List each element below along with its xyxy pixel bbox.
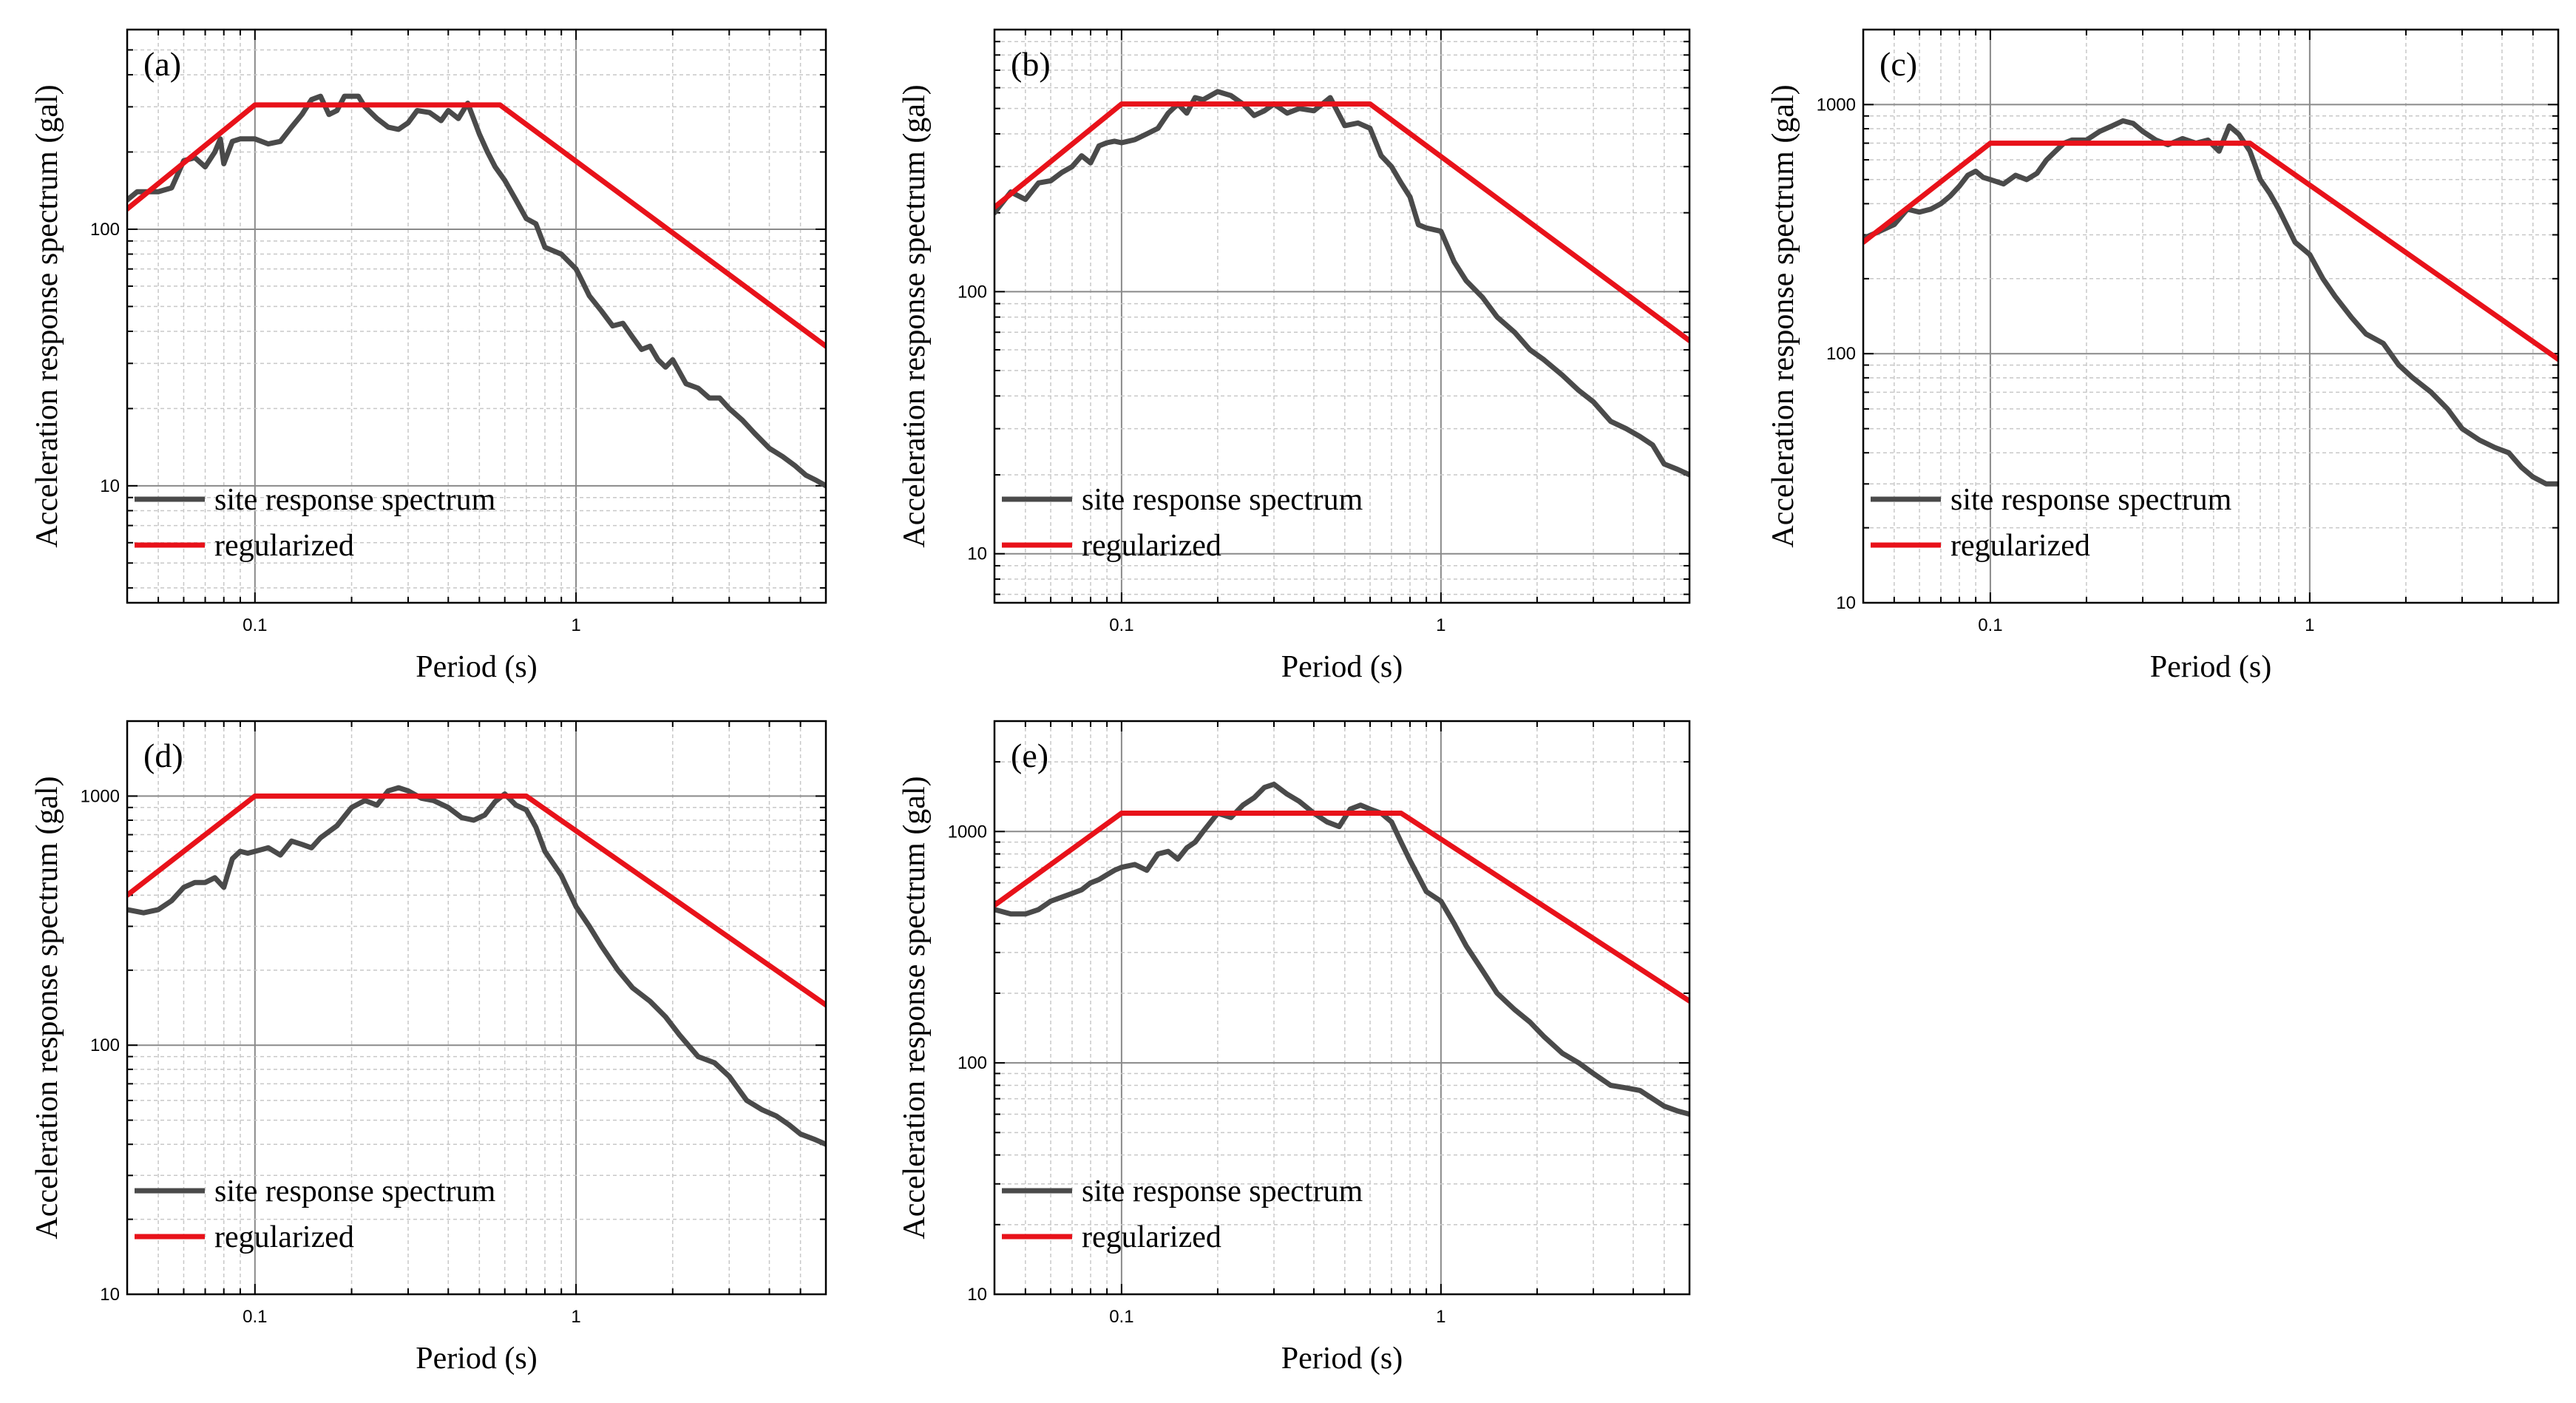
legend-label: regularized — [1082, 529, 1221, 563]
series-line-site-response-spectrum — [127, 93, 826, 489]
series-line-site-response-spectrum — [127, 785, 826, 1147]
y-tick-label: 10 — [100, 476, 120, 496]
x-tick-label: 0.1 — [1109, 1307, 1133, 1327]
y-tick-label: 100 — [1826, 344, 1856, 364]
y-tick-label: 1000 — [948, 822, 987, 842]
series-line-site-response-spectrum — [994, 89, 1689, 478]
plot-frame — [993, 28, 1691, 604]
x-axis-label: Period (s) — [416, 650, 537, 684]
plot-frame — [126, 28, 827, 604]
legend-label: site response spectrum — [1950, 483, 2232, 517]
legend-label: regularized — [1082, 1220, 1221, 1254]
x-tick-label: 0.1 — [1978, 615, 2002, 635]
legend: site response spectrum regularized — [135, 483, 496, 563]
panel-4: 0.1 1 10 100 1000 Period (s) Acceleration resp… — [898, 720, 1691, 1376]
panel-label: (e) — [1011, 737, 1048, 774]
x-tick-label: 0.1 — [243, 1307, 267, 1327]
y-tick-label: 10 — [100, 1285, 120, 1305]
y-tick-label: 1000 — [81, 786, 120, 806]
y-tick-label: 1000 — [1817, 95, 1856, 115]
x-axis-label: Period (s) — [416, 1342, 537, 1376]
legend-label: regularized — [214, 1220, 354, 1254]
legend-label: site response spectrum — [1082, 1174, 1363, 1208]
panel-1: 0.1 1 10 100 Period (s) Acceleration response… — [898, 28, 1691, 684]
series-line-regularized — [127, 793, 826, 1008]
legend-label: site response spectrum — [1082, 483, 1363, 517]
series-line-site-response-spectrum — [994, 781, 1689, 1117]
panel-label: (d) — [143, 737, 183, 774]
x-axis-label: Period (s) — [1281, 1342, 1403, 1376]
panel-3: 0.1 1 10 100 1000 Period (s) Acceleration resp… — [30, 720, 827, 1376]
y-axis-label: Acceleration response spectrum (gal) — [30, 776, 64, 1239]
x-tick-label: 1 — [1436, 1307, 1445, 1327]
legend-label: site response spectrum — [214, 1174, 496, 1208]
legend-label: regularized — [1950, 529, 2090, 563]
legend: site response spectrum regularized — [1002, 483, 1363, 563]
y-tick-label: 100 — [957, 282, 987, 302]
y-tick-label: 100 — [957, 1053, 987, 1073]
panel-label: (a) — [143, 45, 181, 83]
legend: site response spectrum regularized — [135, 1174, 496, 1254]
y-tick-label: 100 — [90, 1035, 120, 1055]
panel-label: (b) — [1011, 45, 1051, 83]
legend-label: site response spectrum — [214, 483, 496, 517]
series-line-regularized — [1863, 141, 2558, 362]
panel-2: 0.1 1 10 100 1000 Period (s) Acceleration resp… — [1766, 28, 2560, 684]
grid — [1863, 30, 2558, 603]
grid — [994, 30, 1689, 603]
series-line-regularized — [994, 811, 1689, 1004]
y-tick-label: 10 — [1836, 593, 1856, 613]
series-line-regularized — [127, 102, 826, 349]
y-tick-label: 10 — [967, 1285, 987, 1305]
plot-frame — [1862, 28, 2560, 604]
series-line-regularized — [994, 101, 1689, 344]
legend: site response spectrum regularized — [1002, 1174, 1363, 1254]
x-tick-label: 0.1 — [1109, 615, 1133, 635]
x-axis-label: Period (s) — [2150, 650, 2271, 684]
x-tick-label: 1 — [571, 1307, 580, 1327]
y-tick-label: 100 — [90, 220, 120, 240]
x-tick-label: 1 — [1436, 615, 1445, 635]
panel-0: 0.1 1 10 100 Period (s) Acceleration response… — [30, 28, 827, 684]
legend-label: regularized — [214, 529, 354, 563]
x-tick-label: 1 — [571, 615, 580, 635]
y-axis-label: Acceleration response spectrum (gal) — [898, 776, 932, 1239]
grid — [994, 721, 1689, 1294]
legend: site response spectrum regularized — [1871, 483, 2232, 563]
plot-frame — [126, 720, 827, 1296]
plot-frame — [993, 720, 1691, 1296]
x-tick-label: 1 — [2305, 615, 2314, 635]
x-tick-label: 0.1 — [243, 615, 267, 635]
x-axis-label: Period (s) — [1281, 650, 1403, 684]
panel-label: (c) — [1880, 45, 1917, 83]
y-axis-label: Acceleration response spectrum (gal) — [898, 84, 932, 547]
y-tick-label: 10 — [967, 544, 987, 564]
y-axis-label: Acceleration response spectrum (gal) — [1766, 84, 1800, 547]
y-axis-label: Acceleration response spectrum (gal) — [30, 84, 64, 547]
series-line-site-response-spectrum — [1863, 118, 2558, 487]
